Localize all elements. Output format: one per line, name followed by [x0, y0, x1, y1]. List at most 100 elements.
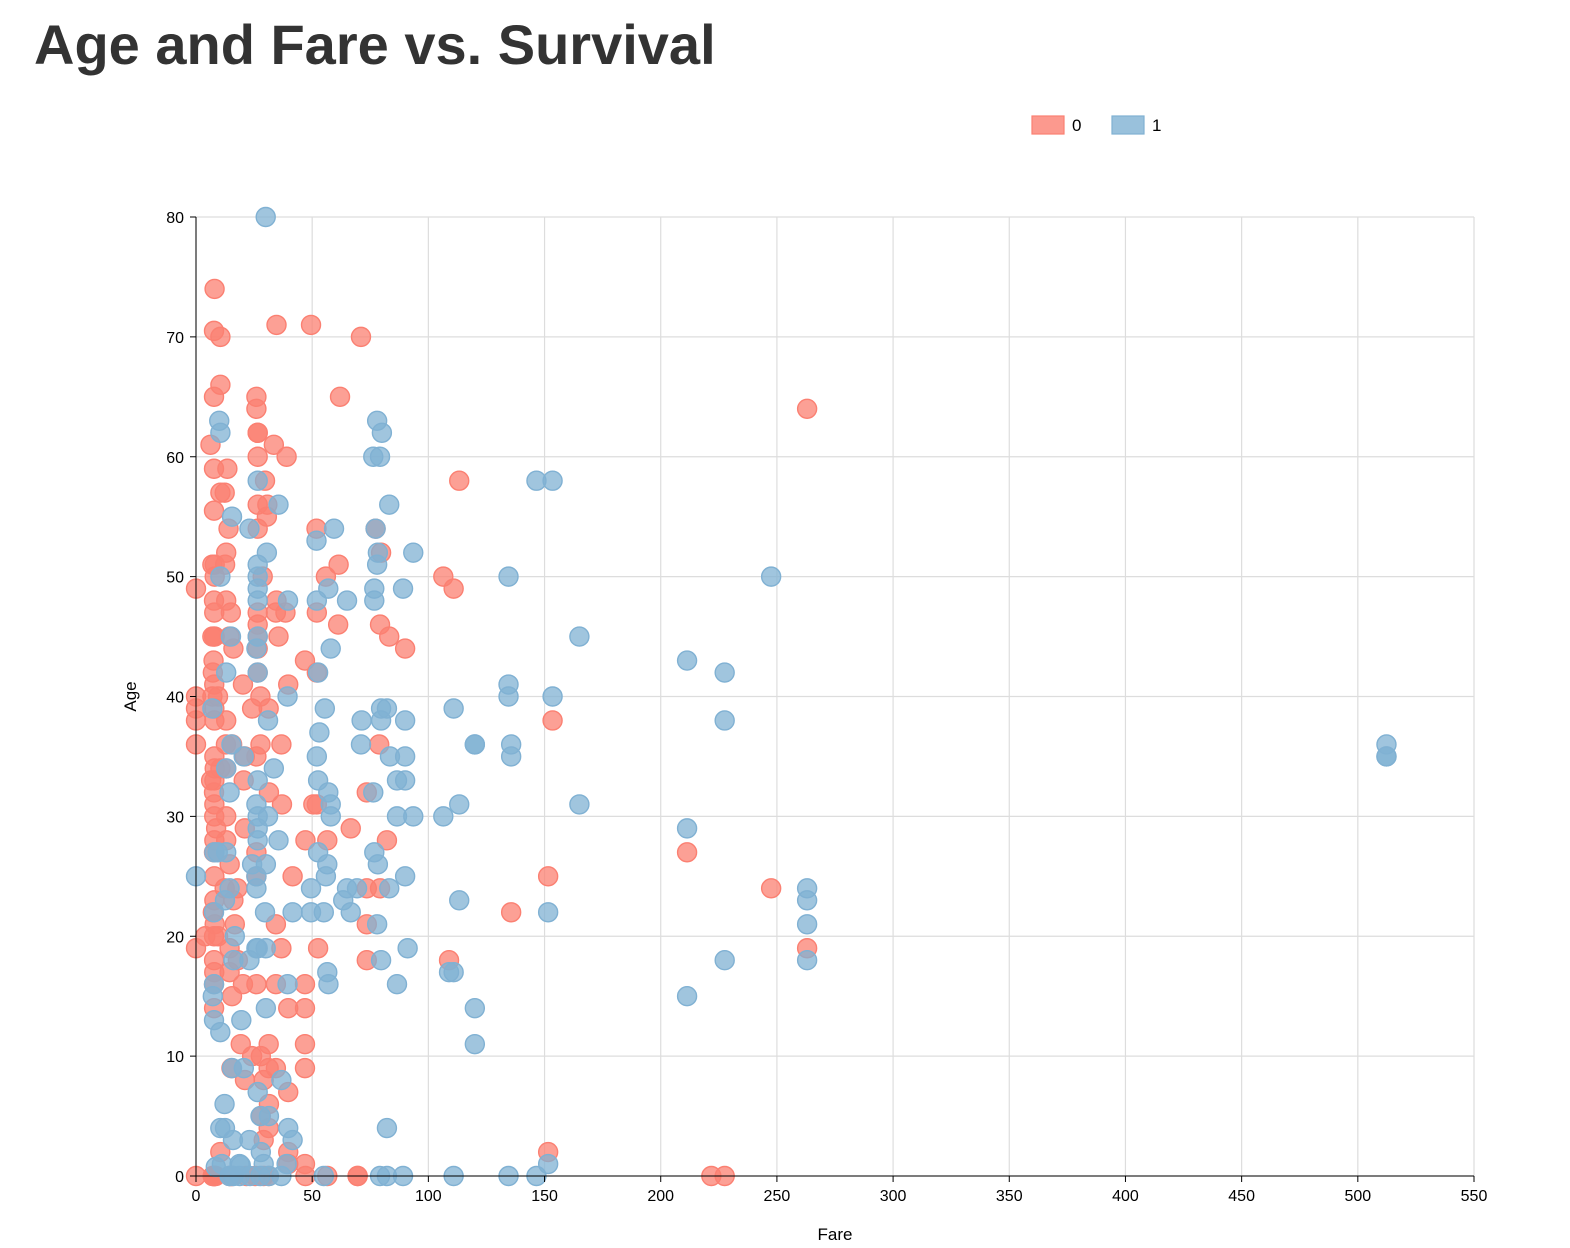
data-point-series-1: [210, 422, 231, 443]
data-point-series-0: [202, 626, 223, 647]
data-point-series-1: [282, 902, 303, 923]
data-point-series-1: [449, 794, 470, 815]
data-point-series-0: [676, 842, 698, 863]
data-point-series-0: [300, 314, 322, 336]
data-point-series-1: [376, 1117, 398, 1139]
data-point-series-0: [265, 602, 287, 623]
data-point-series-1: [714, 950, 735, 971]
x-tick-label: 200: [647, 1188, 674, 1205]
data-point-series-1: [277, 974, 298, 995]
data-point-series-0: [266, 314, 287, 336]
data-point-series-1: [464, 734, 486, 755]
data-point-series-0: [221, 985, 243, 1007]
data-point-series-1: [222, 1129, 244, 1151]
data-point-series-1: [247, 662, 268, 683]
data-point-series-1: [257, 710, 279, 731]
data-points: [185, 206, 1397, 1187]
x-tick-label: 300: [880, 1188, 907, 1205]
data-point-series-1: [247, 770, 268, 791]
data-point-series-1: [379, 494, 400, 515]
data-point-series-1: [370, 710, 392, 731]
data-point-series-0: [294, 1057, 316, 1079]
data-point-series-1: [370, 950, 392, 971]
data-point-series-1: [760, 566, 782, 587]
data-point-series-0: [232, 674, 254, 695]
data-point-series-1: [350, 734, 372, 755]
data-point-series-1: [397, 938, 418, 959]
data-point-series-0: [449, 470, 470, 491]
x-tick-label: 500: [1344, 1188, 1371, 1205]
y-tick-label: 70: [166, 330, 184, 347]
data-point-series-1: [221, 506, 243, 527]
data-point-series-1: [367, 854, 389, 875]
data-point-series-1: [403, 806, 424, 827]
x-tick-label: 250: [764, 1188, 791, 1205]
data-point-series-1: [449, 890, 470, 911]
data-point-series-0: [216, 542, 237, 563]
data-point-series-1: [255, 206, 276, 228]
data-point-series-1: [714, 710, 735, 731]
data-point-series-0: [263, 434, 285, 455]
y-tick-label: 80: [166, 210, 184, 227]
data-point-series-0: [537, 866, 559, 887]
data-point-series-1: [210, 1117, 231, 1139]
data-point-series-1: [216, 662, 237, 683]
data-point-series-1: [246, 878, 267, 899]
legend-label-0: 0: [1072, 116, 1081, 135]
y-tick-label: 10: [166, 1049, 184, 1066]
data-point-series-1: [207, 842, 228, 863]
data-point-series-1: [219, 782, 240, 803]
data-point-series-1: [277, 590, 299, 611]
data-point-series-1: [379, 878, 400, 899]
data-point-series-1: [346, 878, 368, 899]
data-point-series-1: [250, 1105, 271, 1127]
data-point-series-0: [246, 398, 267, 419]
data-point-series-1: [268, 494, 289, 515]
y-axis-title: Age: [121, 681, 140, 711]
data-point-series-1: [239, 518, 260, 539]
data-point-series-1: [214, 1093, 235, 1115]
data-point-series-1: [224, 926, 246, 947]
data-point-series-1: [306, 530, 327, 551]
data-point-series-1: [247, 1081, 268, 1103]
data-point-series-1: [796, 914, 818, 935]
data-point-series-1: [220, 626, 242, 647]
data-point-series-1: [282, 1129, 303, 1151]
data-point-series-1: [386, 974, 408, 995]
data-point-series-0: [203, 500, 225, 521]
data-point-series-1: [318, 974, 339, 995]
legend-swatch-0: [1031, 115, 1065, 135]
data-point-series-1: [371, 422, 393, 443]
data-point-series-1: [542, 470, 563, 491]
x-tick-label: 100: [415, 1188, 442, 1205]
data-point-series-1: [246, 638, 267, 659]
data-point-series-1: [403, 542, 424, 563]
data-point-series-1: [247, 830, 268, 851]
data-point-series-1: [309, 722, 330, 743]
data-point-series-0: [294, 997, 316, 1019]
data-point-series-1: [340, 902, 361, 923]
data-point-series-1: [320, 806, 341, 827]
data-point-series-1: [277, 686, 298, 707]
data-point-series-0: [276, 446, 297, 467]
data-point-series-1: [313, 902, 334, 923]
data-point-series-1: [323, 518, 345, 539]
x-axis-ticks: 0 50 100 150 200 250 300 350 400 450 500 550: [192, 1176, 1488, 1205]
data-point-series-1: [500, 746, 522, 767]
data-point-series-0: [210, 326, 231, 348]
data-point-series-1: [676, 818, 698, 839]
x-tick-label: 150: [531, 1188, 558, 1205]
data-point-series-1: [202, 985, 223, 1007]
data-point-series-1: [394, 770, 416, 791]
data-point-series-0: [282, 866, 303, 887]
data-point-series-1: [336, 590, 358, 611]
data-point-series-1: [369, 446, 391, 467]
data-point-series-1: [366, 914, 388, 935]
data-point-series-1: [464, 997, 486, 1019]
data-point-series-0: [271, 794, 293, 815]
x-tick-label: 550: [1461, 1188, 1488, 1205]
data-point-series-0: [294, 1033, 316, 1055]
x-tick-label: 0: [192, 1188, 201, 1205]
data-point-series-1: [233, 1057, 255, 1079]
